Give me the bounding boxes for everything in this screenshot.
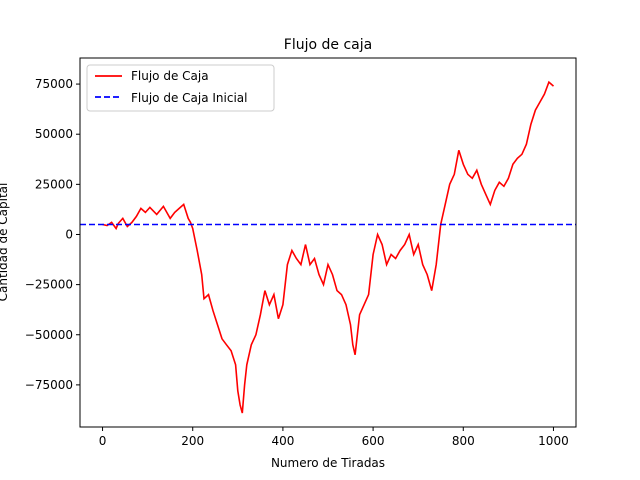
x-tick-label: 1000: [538, 434, 569, 448]
y-tick-label: −50000: [25, 328, 73, 342]
legend: Flujo de Caja Flujo de Caja Inicial: [86, 64, 275, 112]
x-tick-label: 400: [271, 434, 294, 448]
y-tick-label: 0: [65, 227, 73, 241]
y-tick-label: −25000: [25, 278, 73, 292]
y-tick-label: −75000: [25, 378, 73, 392]
chart-title: Flujo de caja: [284, 37, 372, 53]
x-axis-label: Numero de Tiradas: [271, 456, 385, 470]
plot-frame: [79, 57, 577, 428]
y-tick-label: 75000: [35, 77, 73, 91]
y-tick-label: 25000: [35, 177, 73, 191]
legend-box: [86, 64, 275, 112]
x-tick-label: 200: [181, 434, 204, 448]
y-axis-label: Cantidad de Capital: [0, 183, 10, 302]
series-line-flujo-de-caja: [102, 80, 555, 414]
plot-area: [80, 80, 576, 414]
axis-ticks: 0 200 400 600 800 1000 −75000 −50000 −25000 0 2500…: [25, 77, 569, 448]
legend-label-flujo-de-caja-inicial: Flujo de Caja Inicial: [131, 91, 247, 105]
y-tick-label: 50000: [35, 127, 73, 141]
x-tick-label: 0: [99, 434, 107, 448]
x-tick-label: 600: [362, 434, 385, 448]
x-tick-label: 800: [452, 434, 475, 448]
legend-label-flujo-de-caja: Flujo de Caja: [131, 69, 209, 83]
